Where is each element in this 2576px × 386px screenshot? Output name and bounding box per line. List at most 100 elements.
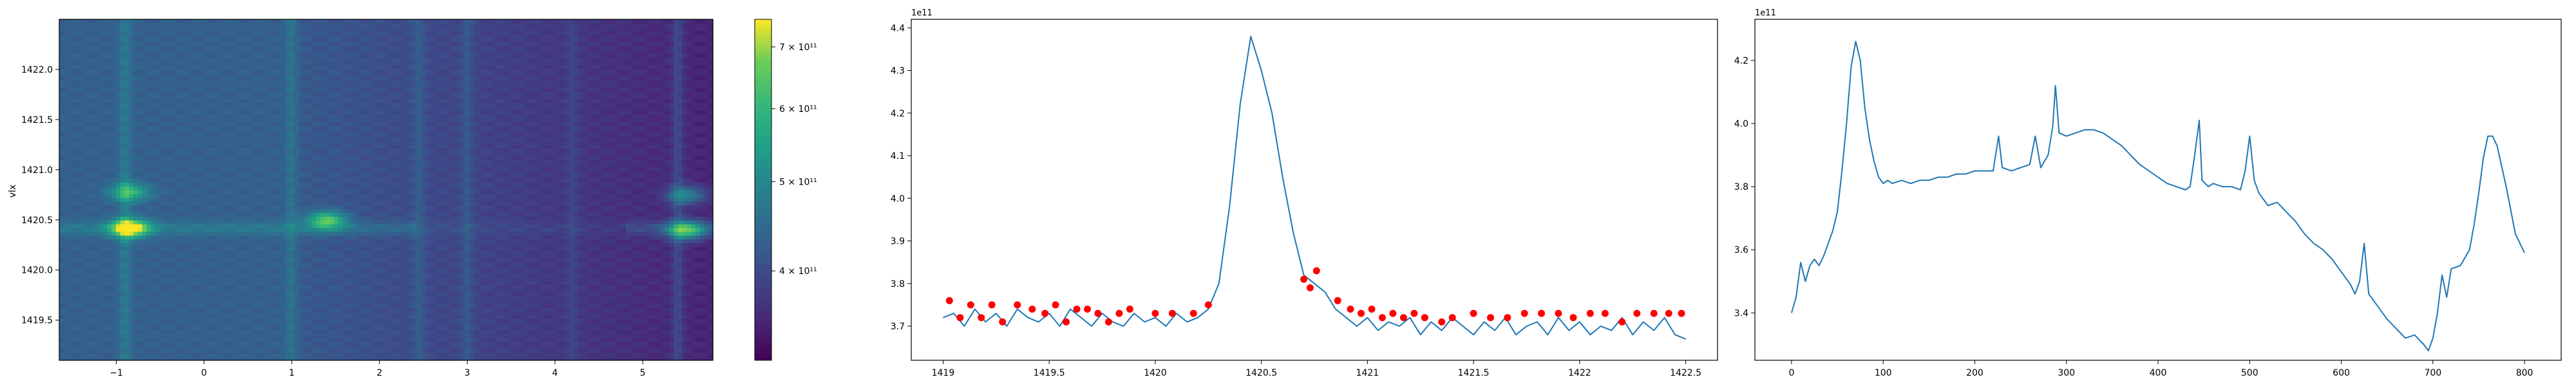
heatmap-cell [176,243,182,247]
heatmap-cell [695,273,701,278]
heatmap-cell [416,265,422,270]
heatmap-cell [342,322,348,327]
heatmap-cell [133,333,138,338]
heatmap-cell [373,329,378,335]
heatmap-cell [294,349,299,353]
heatmap-cell [207,239,213,244]
heatmap-cell [643,353,649,357]
heatmap-cell [412,292,417,297]
heatmap-cell [442,341,448,346]
heatmap-cell [207,261,213,266]
heatmap-cell [464,353,469,357]
heatmap-cell [473,295,478,300]
heatmap-cell [399,341,404,346]
heatmap-cell [355,303,361,308]
heatmap-cell [656,322,661,327]
heatmap-cell [137,329,143,335]
heatmap-cell [85,349,90,353]
heatmap-cell [164,295,169,300]
heatmap-cell [325,315,330,319]
heatmap-cell [504,311,509,315]
heatmap-cell [285,356,291,361]
heatmap-cell [652,318,657,323]
heatmap-cell [85,315,90,319]
heatmap-cell [538,273,544,278]
heatmap-cell [98,315,104,319]
heatmap-cell [451,235,457,240]
heatmap-cell [98,292,104,297]
heatmap-cell [364,341,370,346]
heatmap-cell [381,349,387,353]
heatmap-cell [102,341,108,346]
heatmap-cell [155,254,160,259]
heatmap-cell [451,353,457,357]
heatmap-cell [120,307,126,312]
heatmap-cell [495,303,500,308]
heatmap-cell [621,269,627,274]
heatmap-cell [124,341,129,346]
heatmap-cell [591,356,596,361]
heatmap-cell [386,329,391,335]
heatmap-cell [373,303,378,308]
heatmap-cell [63,254,69,259]
heatmap-cell [325,349,330,353]
heatmap-cell [495,333,500,338]
heatmap-cell [220,265,225,270]
heatmap-cell [120,284,126,289]
heatmap-cell [677,277,683,281]
heatmap-cell [442,246,448,251]
heatmap-cell [381,341,387,346]
heatmap-cell [564,288,570,293]
heatmap-cell [338,333,343,338]
heatmap-cell [102,261,108,266]
heatmap-cell [704,311,709,315]
heatmap-cell [294,258,299,262]
heatmap-cell [133,235,138,240]
heatmap-cell [381,243,387,247]
heatmap-cell [573,292,578,297]
heatmap-cell [464,322,469,327]
heatmap-cell [421,243,426,247]
heatmap-cell [107,318,112,323]
heatmap-cell [329,280,334,285]
heatmap-cell [582,258,587,262]
heatmap-cell [442,265,448,270]
heatmap-cell [281,345,287,349]
heatmap-cell [303,322,308,327]
heatmap-cell [190,265,195,270]
heatmap-cell [425,250,430,255]
heatmap-cell [190,284,195,289]
heatmap-cell [255,277,260,281]
heatmap-cell [225,265,230,270]
heatmap-cell [665,277,670,281]
heatmap-cell [129,303,134,308]
heatmap-cell [129,254,134,259]
heatmap-cell [682,318,687,323]
heatmap-cell [682,345,687,349]
heatmap-cell [321,295,326,300]
heatmap-cell [660,311,666,315]
heatmap-cell [682,269,687,274]
heatmap-cell [194,307,200,312]
heatmap-cell [621,288,627,293]
heatmap-cell [102,345,108,349]
heatmap-cell [699,243,705,247]
heatmap-cell [538,307,544,312]
heatmap-cell [507,243,513,247]
heatmap-cell [621,299,627,304]
heatmap-cell [416,307,422,312]
heatmap-cell [351,349,356,353]
heatmap-cell [442,326,448,331]
heatmap-cell [586,277,592,281]
heatmap-cell [595,345,600,349]
heatmap-cell [516,356,522,361]
heatmap-cell [469,273,474,278]
heatmap-cell [137,353,143,357]
heatmap-cell [547,250,553,255]
heatmap-cell [216,231,221,236]
heatmap-cell [564,326,570,331]
heatmap-cell [303,299,308,304]
heatmap-cell [260,269,265,274]
heatmap-cell [203,254,208,259]
heatmap-cell [573,250,578,255]
